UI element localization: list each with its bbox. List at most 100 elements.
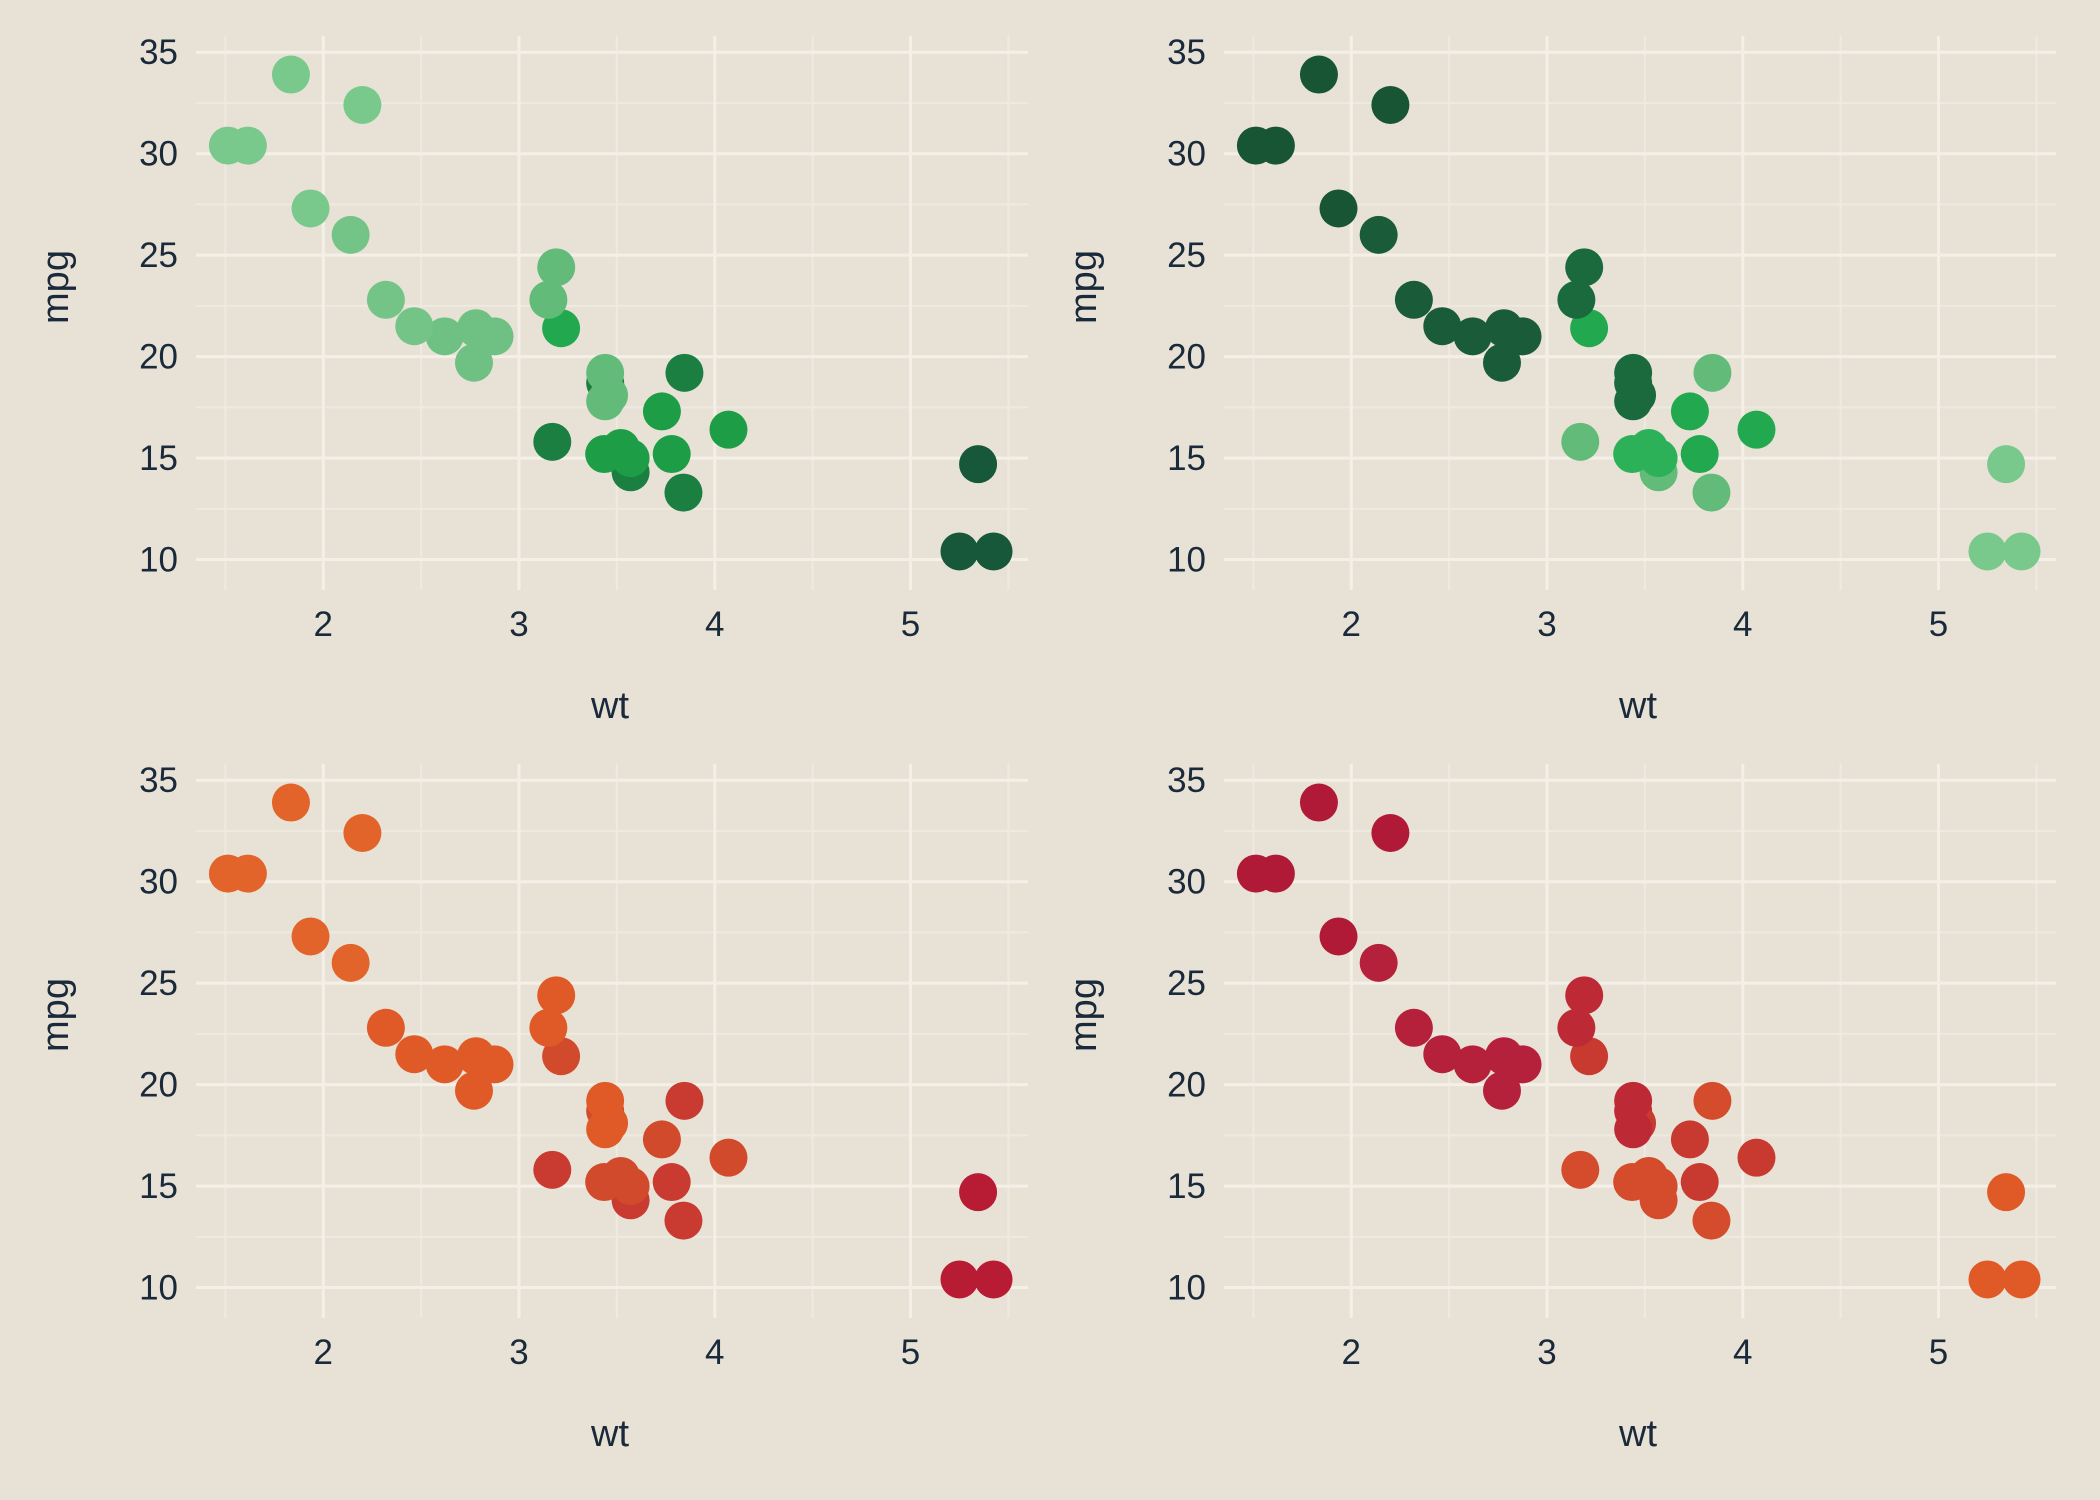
data-point: [2002, 1260, 2041, 1299]
y-axis-title: mpg: [1063, 250, 1105, 324]
data-point: [1557, 1008, 1596, 1047]
data-point: [1693, 353, 1732, 392]
panel-top-right: 10 15 20 25 30 35 2 3 4 5 wt mpg: [1063, 33, 2056, 727]
y-tick-label: 35: [1167, 761, 1206, 800]
data-point: [1557, 280, 1596, 319]
x-tick-label: 3: [1537, 605, 1556, 644]
data-point: [1394, 280, 1433, 319]
data-point: [1987, 445, 2026, 484]
data-point: [456, 1037, 495, 1076]
data-point: [1423, 1035, 1462, 1074]
x-tick-label: 4: [705, 1333, 724, 1372]
y-tick-label: 10: [139, 541, 178, 580]
data-point: [2002, 532, 2041, 571]
y-axis-title: mpg: [1063, 978, 1105, 1052]
data-point: [331, 215, 370, 254]
data-point: [1484, 1037, 1523, 1076]
gridlines: [196, 764, 1028, 1318]
data-point: [1692, 473, 1731, 512]
x-tick-label: 3: [509, 1333, 528, 1372]
x-tick-label: 2: [314, 1333, 333, 1372]
x-tick-label: 2: [314, 605, 333, 644]
data-point: [709, 410, 748, 449]
data-point: [291, 917, 330, 956]
data-point: [395, 307, 434, 346]
data-point: [1737, 1138, 1776, 1177]
data-point: [1987, 1173, 2026, 1212]
x-axis-title: wt: [590, 1413, 629, 1455]
data-point: [271, 55, 310, 94]
y-tick-label: 25: [139, 236, 178, 275]
data-point: [1371, 85, 1410, 124]
data-point: [456, 309, 495, 348]
y-tick-label: 10: [1167, 1269, 1206, 1308]
data-point: [642, 392, 681, 431]
y-tick-label: 10: [1167, 541, 1206, 580]
y-tick-label: 25: [1167, 236, 1206, 275]
data-point: [537, 248, 576, 287]
data-point: [1394, 1008, 1433, 1047]
data-point: [542, 309, 581, 348]
data-point: [1670, 1120, 1709, 1159]
y-tick-label: 30: [139, 135, 178, 174]
points: [208, 783, 1013, 1299]
data-point: [1453, 1045, 1492, 1084]
data-point: [1299, 783, 1338, 822]
y-tick-label: 15: [1167, 1167, 1206, 1206]
data-point: [586, 382, 625, 421]
data-point: [395, 1035, 434, 1074]
data-point: [533, 1150, 572, 1189]
data-point: [664, 473, 703, 512]
data-point: [1236, 126, 1275, 165]
data-point: [611, 1167, 650, 1206]
data-point: [665, 353, 704, 392]
y-tick-label: 20: [139, 338, 178, 377]
data-point: [1423, 307, 1462, 346]
y-tick-label: 35: [139, 761, 178, 800]
x-tick-label: 4: [705, 605, 724, 644]
data-point: [529, 280, 568, 319]
data-point: [366, 1008, 405, 1047]
data-point: [1319, 917, 1358, 956]
data-point: [1614, 382, 1653, 421]
y-axis-title: mpg: [35, 250, 77, 324]
data-point: [959, 1173, 998, 1212]
data-point: [343, 85, 382, 124]
data-point: [1614, 1081, 1653, 1120]
points: [1236, 783, 2041, 1299]
data-point: [537, 976, 576, 1015]
x-axis-title: wt: [590, 685, 629, 727]
data-point: [664, 1201, 703, 1240]
data-point: [1561, 422, 1600, 461]
data-point: [208, 126, 247, 165]
data-point: [586, 1110, 625, 1149]
y-tick-label: 30: [1167, 135, 1206, 174]
y-tick-label: 25: [1167, 964, 1206, 1003]
data-point: [586, 353, 625, 392]
x-axis-title: wt: [1618, 1413, 1657, 1455]
data-point: [652, 435, 691, 474]
data-point: [1453, 317, 1492, 356]
data-point: [1692, 1201, 1731, 1240]
data-point: [1319, 189, 1358, 228]
y-tick-label: 10: [139, 1269, 178, 1308]
y-tick-label: 35: [1167, 33, 1206, 72]
data-point: [1570, 1037, 1609, 1076]
data-point: [1482, 343, 1521, 382]
data-point: [1570, 309, 1609, 348]
data-point: [208, 854, 247, 893]
data-point: [1639, 439, 1678, 478]
data-point: [1359, 215, 1398, 254]
data-point: [974, 532, 1013, 571]
data-point: [974, 1260, 1013, 1299]
data-point: [665, 1081, 704, 1120]
data-point: [1565, 248, 1604, 287]
points: [1236, 55, 2041, 571]
gridlines: [1224, 36, 2056, 590]
points: [208, 55, 1013, 571]
data-point: [1299, 55, 1338, 94]
data-point: [1484, 309, 1523, 348]
panel-bottom-left: 10 15 20 25 30 35 2 3 4 5 wt mpg: [35, 761, 1028, 1455]
data-point: [709, 1138, 748, 1177]
